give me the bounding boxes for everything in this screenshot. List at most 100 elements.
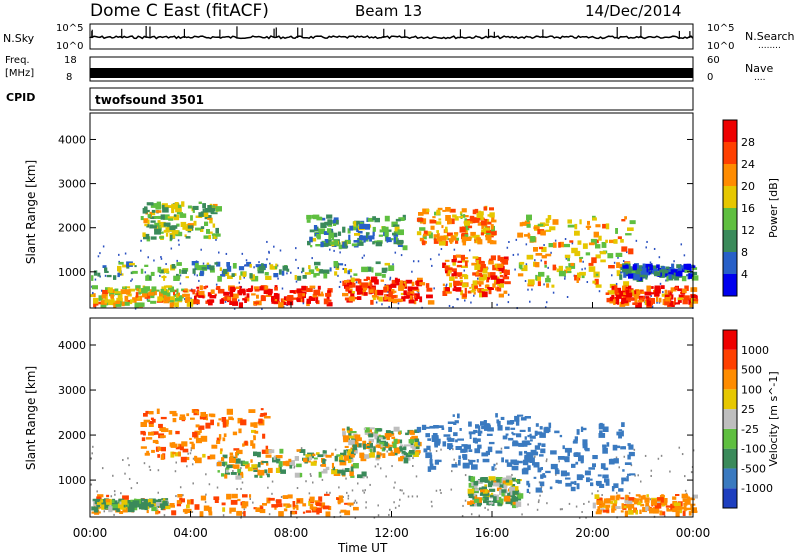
scatter-point	[679, 264, 682, 267]
range-cell	[258, 265, 266, 271]
y-tick-label: 1000	[58, 474, 86, 487]
range-cell	[216, 261, 221, 267]
range-cell	[491, 230, 497, 236]
scatter-point	[457, 298, 459, 301]
range-cell	[90, 294, 96, 297]
range-cell	[473, 291, 476, 295]
range-cell	[689, 302, 693, 308]
range-cell	[179, 213, 187, 218]
range-cell	[246, 261, 252, 267]
range-cell	[193, 299, 200, 305]
range-cell	[674, 505, 682, 511]
range-cell	[644, 497, 650, 503]
range-cell	[459, 276, 463, 280]
range-cell	[449, 269, 452, 273]
range-cell	[628, 451, 635, 457]
range-cell	[209, 454, 216, 460]
scatter-point	[656, 301, 658, 304]
range-cell	[178, 232, 182, 235]
range-cell	[603, 467, 609, 471]
scatter-point	[586, 281, 589, 284]
scatter-point	[487, 508, 489, 511]
range-cell	[615, 228, 618, 234]
range-cell	[147, 299, 151, 302]
range-cell	[348, 435, 354, 439]
range-cell	[187, 499, 191, 505]
range-cell	[615, 294, 622, 299]
range-cell	[620, 497, 625, 500]
range-cell	[621, 477, 627, 480]
scatter-point	[104, 274, 107, 277]
colorbar-swatch	[723, 142, 737, 164]
range-cell	[627, 297, 634, 301]
range-cell	[384, 230, 389, 237]
x-tick-label: 00:00	[676, 526, 711, 540]
scatter-point	[525, 263, 528, 266]
range-cell	[278, 511, 284, 517]
range-cell	[515, 419, 520, 426]
range-cell	[332, 219, 335, 224]
range-cell	[659, 272, 665, 278]
range-cell	[133, 503, 138, 508]
range-cell	[472, 220, 476, 224]
scatter-point	[204, 501, 207, 504]
range-cell	[633, 274, 641, 280]
range-cell	[457, 260, 462, 263]
range-cell	[486, 423, 491, 429]
scatter-point	[271, 492, 273, 495]
scatter-point	[320, 464, 322, 467]
range-cell	[604, 478, 607, 483]
range-cell	[177, 204, 182, 209]
range-cell	[569, 240, 574, 243]
range-cell	[448, 426, 452, 432]
range-cell	[692, 510, 698, 513]
range-cell	[447, 421, 454, 424]
range-cell	[209, 295, 217, 299]
range-cell	[390, 283, 397, 288]
range-cell	[422, 208, 429, 215]
range-cell	[361, 282, 368, 288]
scatter-point	[143, 462, 146, 465]
range-cell	[120, 289, 127, 295]
range-cell	[505, 459, 509, 463]
range-cell	[455, 287, 462, 292]
scatter-point	[225, 252, 228, 255]
scatter-point	[165, 263, 167, 266]
range-cell	[242, 298, 245, 301]
scatter-point	[435, 450, 438, 453]
scatter-point	[496, 303, 498, 306]
range-cell	[101, 504, 105, 510]
range-cell	[207, 292, 212, 297]
range-cell	[545, 470, 551, 474]
scatter-point	[338, 285, 341, 288]
range-cell	[235, 475, 242, 480]
scatter-point	[650, 474, 652, 477]
range-cell	[116, 506, 120, 512]
range-cell	[615, 497, 620, 501]
range-cell	[231, 493, 238, 499]
range-cell	[223, 291, 230, 296]
range-cell	[482, 458, 490, 463]
range-cell	[550, 463, 558, 470]
range-cell	[202, 203, 206, 209]
range-cell	[249, 263, 252, 268]
range-cell	[608, 458, 615, 465]
range-cell	[682, 510, 686, 516]
range-cell	[366, 446, 371, 448]
range-cell	[214, 262, 218, 265]
scatter-point	[232, 469, 234, 472]
range-cell	[599, 430, 603, 435]
range-cell	[449, 282, 452, 288]
scatter-point	[561, 508, 563, 511]
range-cell	[427, 438, 432, 441]
range-cell	[416, 426, 422, 433]
range-cell	[239, 285, 242, 291]
range-cell	[412, 446, 416, 452]
range-cell	[211, 444, 218, 449]
range-cell	[337, 469, 344, 474]
range-cell	[344, 268, 348, 274]
range-cell	[201, 212, 209, 217]
scatter-point	[241, 481, 244, 484]
scatter-point	[517, 253, 519, 256]
